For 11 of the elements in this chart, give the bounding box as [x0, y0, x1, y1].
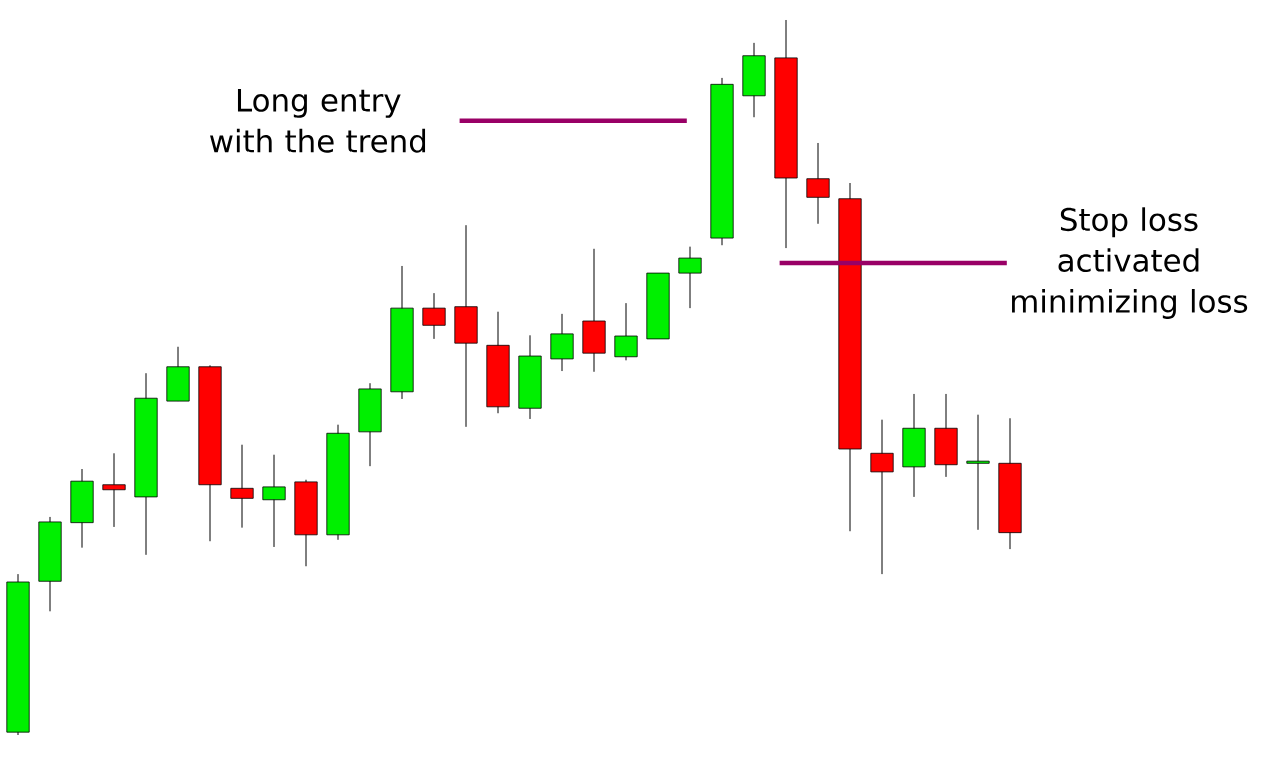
- candlestick: [870, 419, 894, 575]
- candlestick: [678, 246, 702, 309]
- candlestick: [230, 444, 254, 529]
- ref-line-label: Long entry with the trend: [210, 88, 426, 153]
- candlestick: [262, 454, 286, 548]
- candlestick: [966, 414, 990, 531]
- candlestick: [806, 142, 830, 225]
- ref-line-label: Stop loss activated minimizing loss: [1012, 207, 1248, 319]
- candlestick: [102, 452, 126, 528]
- candlestick: [614, 302, 638, 361]
- candlestick: [422, 292, 446, 340]
